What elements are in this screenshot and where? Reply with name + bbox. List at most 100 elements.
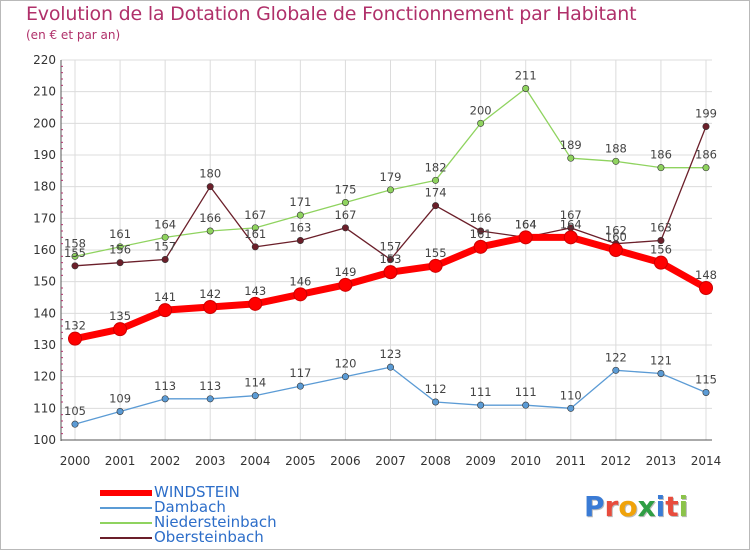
data-label: 143 xyxy=(244,284,266,298)
data-label: 182 xyxy=(425,160,447,174)
data-label: 161 xyxy=(244,227,266,241)
data-label: 188 xyxy=(605,141,627,155)
data-point xyxy=(116,259,124,267)
data-point xyxy=(657,369,665,377)
data-label: 117 xyxy=(289,366,311,380)
data-point xyxy=(206,395,214,403)
data-point xyxy=(161,255,169,263)
data-label: 135 xyxy=(109,309,131,323)
data-point xyxy=(563,230,578,245)
data-point xyxy=(203,300,218,314)
chart-subtitle: (en € et par an) xyxy=(26,28,121,42)
data-point xyxy=(699,281,713,295)
data-point xyxy=(567,154,575,162)
data-label: 162 xyxy=(605,224,627,238)
data-point xyxy=(341,373,349,381)
y-tick-label: 140 xyxy=(33,306,56,320)
data-label: 200 xyxy=(470,103,492,117)
y-tick-label: 210 xyxy=(33,85,56,99)
data-point xyxy=(341,199,349,207)
data-point xyxy=(657,164,665,172)
data-label: 111 xyxy=(515,385,537,399)
data-point xyxy=(518,230,533,245)
y-tick-label: 220 xyxy=(33,53,56,67)
legend-swatch xyxy=(100,490,152,496)
x-tick-label: 2003 xyxy=(195,454,226,468)
data-label: 109 xyxy=(109,392,131,406)
data-label: 113 xyxy=(199,379,221,393)
data-label: 157 xyxy=(380,240,402,254)
data-point xyxy=(432,202,440,210)
data-label: 153 xyxy=(380,252,402,266)
data-point xyxy=(251,392,259,400)
chart-title: Evolution de la Dotation Globale de Fonc… xyxy=(26,3,637,25)
data-label: 179 xyxy=(380,170,402,184)
data-label: 171 xyxy=(289,195,311,209)
x-tick-label: 2008 xyxy=(420,454,451,468)
x-tick-label: 2014 xyxy=(691,454,722,468)
y-tick-label: 120 xyxy=(33,370,56,384)
legend-swatch xyxy=(100,507,152,509)
data-label: 175 xyxy=(334,183,356,197)
data-label: 163 xyxy=(289,221,311,235)
legend-label: Dambach xyxy=(154,498,226,516)
data-label: 110 xyxy=(560,388,582,402)
data-label: 164 xyxy=(154,217,176,231)
data-label: 121 xyxy=(650,354,672,368)
data-label: 164 xyxy=(515,217,537,231)
data-label: 189 xyxy=(560,138,582,152)
data-point xyxy=(248,296,263,311)
data-point xyxy=(477,227,485,235)
data-point xyxy=(702,388,710,396)
x-tick-label: 2000 xyxy=(60,454,91,468)
y-tick-label: 200 xyxy=(33,116,56,130)
data-label: 105 xyxy=(64,404,86,418)
y-tick-label: 130 xyxy=(33,338,56,352)
data-point xyxy=(612,157,620,165)
data-label: 160 xyxy=(605,230,627,244)
x-tick-label: 2009 xyxy=(465,454,496,468)
legend-swatch xyxy=(100,537,152,539)
data-point xyxy=(386,363,394,371)
legend-label: WINDSTEIN xyxy=(154,483,240,501)
data-point xyxy=(293,287,308,302)
data-point xyxy=(386,186,394,194)
x-tick-label: 2012 xyxy=(601,454,632,468)
data-point xyxy=(522,401,530,409)
data-label: 211 xyxy=(515,69,537,83)
data-label: 166 xyxy=(199,211,221,225)
y-tick-label: 180 xyxy=(33,180,56,194)
data-point xyxy=(657,237,665,245)
data-point xyxy=(612,366,620,374)
data-point xyxy=(341,224,349,232)
y-tick-label: 160 xyxy=(33,243,56,257)
data-point xyxy=(522,85,530,93)
data-label: 113 xyxy=(154,379,176,393)
data-point xyxy=(71,420,79,428)
data-label: 141 xyxy=(154,290,176,304)
data-point xyxy=(71,262,79,270)
data-point xyxy=(383,265,398,280)
x-tick-label: 2010 xyxy=(510,454,541,468)
x-tick-label: 2011 xyxy=(556,454,587,468)
x-tick-label: 2005 xyxy=(285,454,316,468)
data-label: 148 xyxy=(695,268,717,282)
x-tick-label: 2002 xyxy=(150,454,181,468)
data-point xyxy=(432,176,440,184)
legend-swatch xyxy=(100,522,152,524)
data-label: 180 xyxy=(199,167,221,181)
data-label: 156 xyxy=(109,243,131,257)
data-label: 186 xyxy=(650,148,672,162)
data-point xyxy=(158,303,173,318)
data-point xyxy=(428,258,443,273)
x-tick-label: 2004 xyxy=(240,454,271,468)
data-point xyxy=(702,164,710,172)
data-point xyxy=(116,243,124,251)
data-label: 114 xyxy=(244,376,266,390)
x-tick-label: 2001 xyxy=(105,454,136,468)
data-label: 199 xyxy=(695,107,717,121)
data-point xyxy=(473,239,488,254)
data-label: 149 xyxy=(334,265,356,279)
data-point xyxy=(296,211,304,219)
y-tick-label: 150 xyxy=(33,275,56,289)
